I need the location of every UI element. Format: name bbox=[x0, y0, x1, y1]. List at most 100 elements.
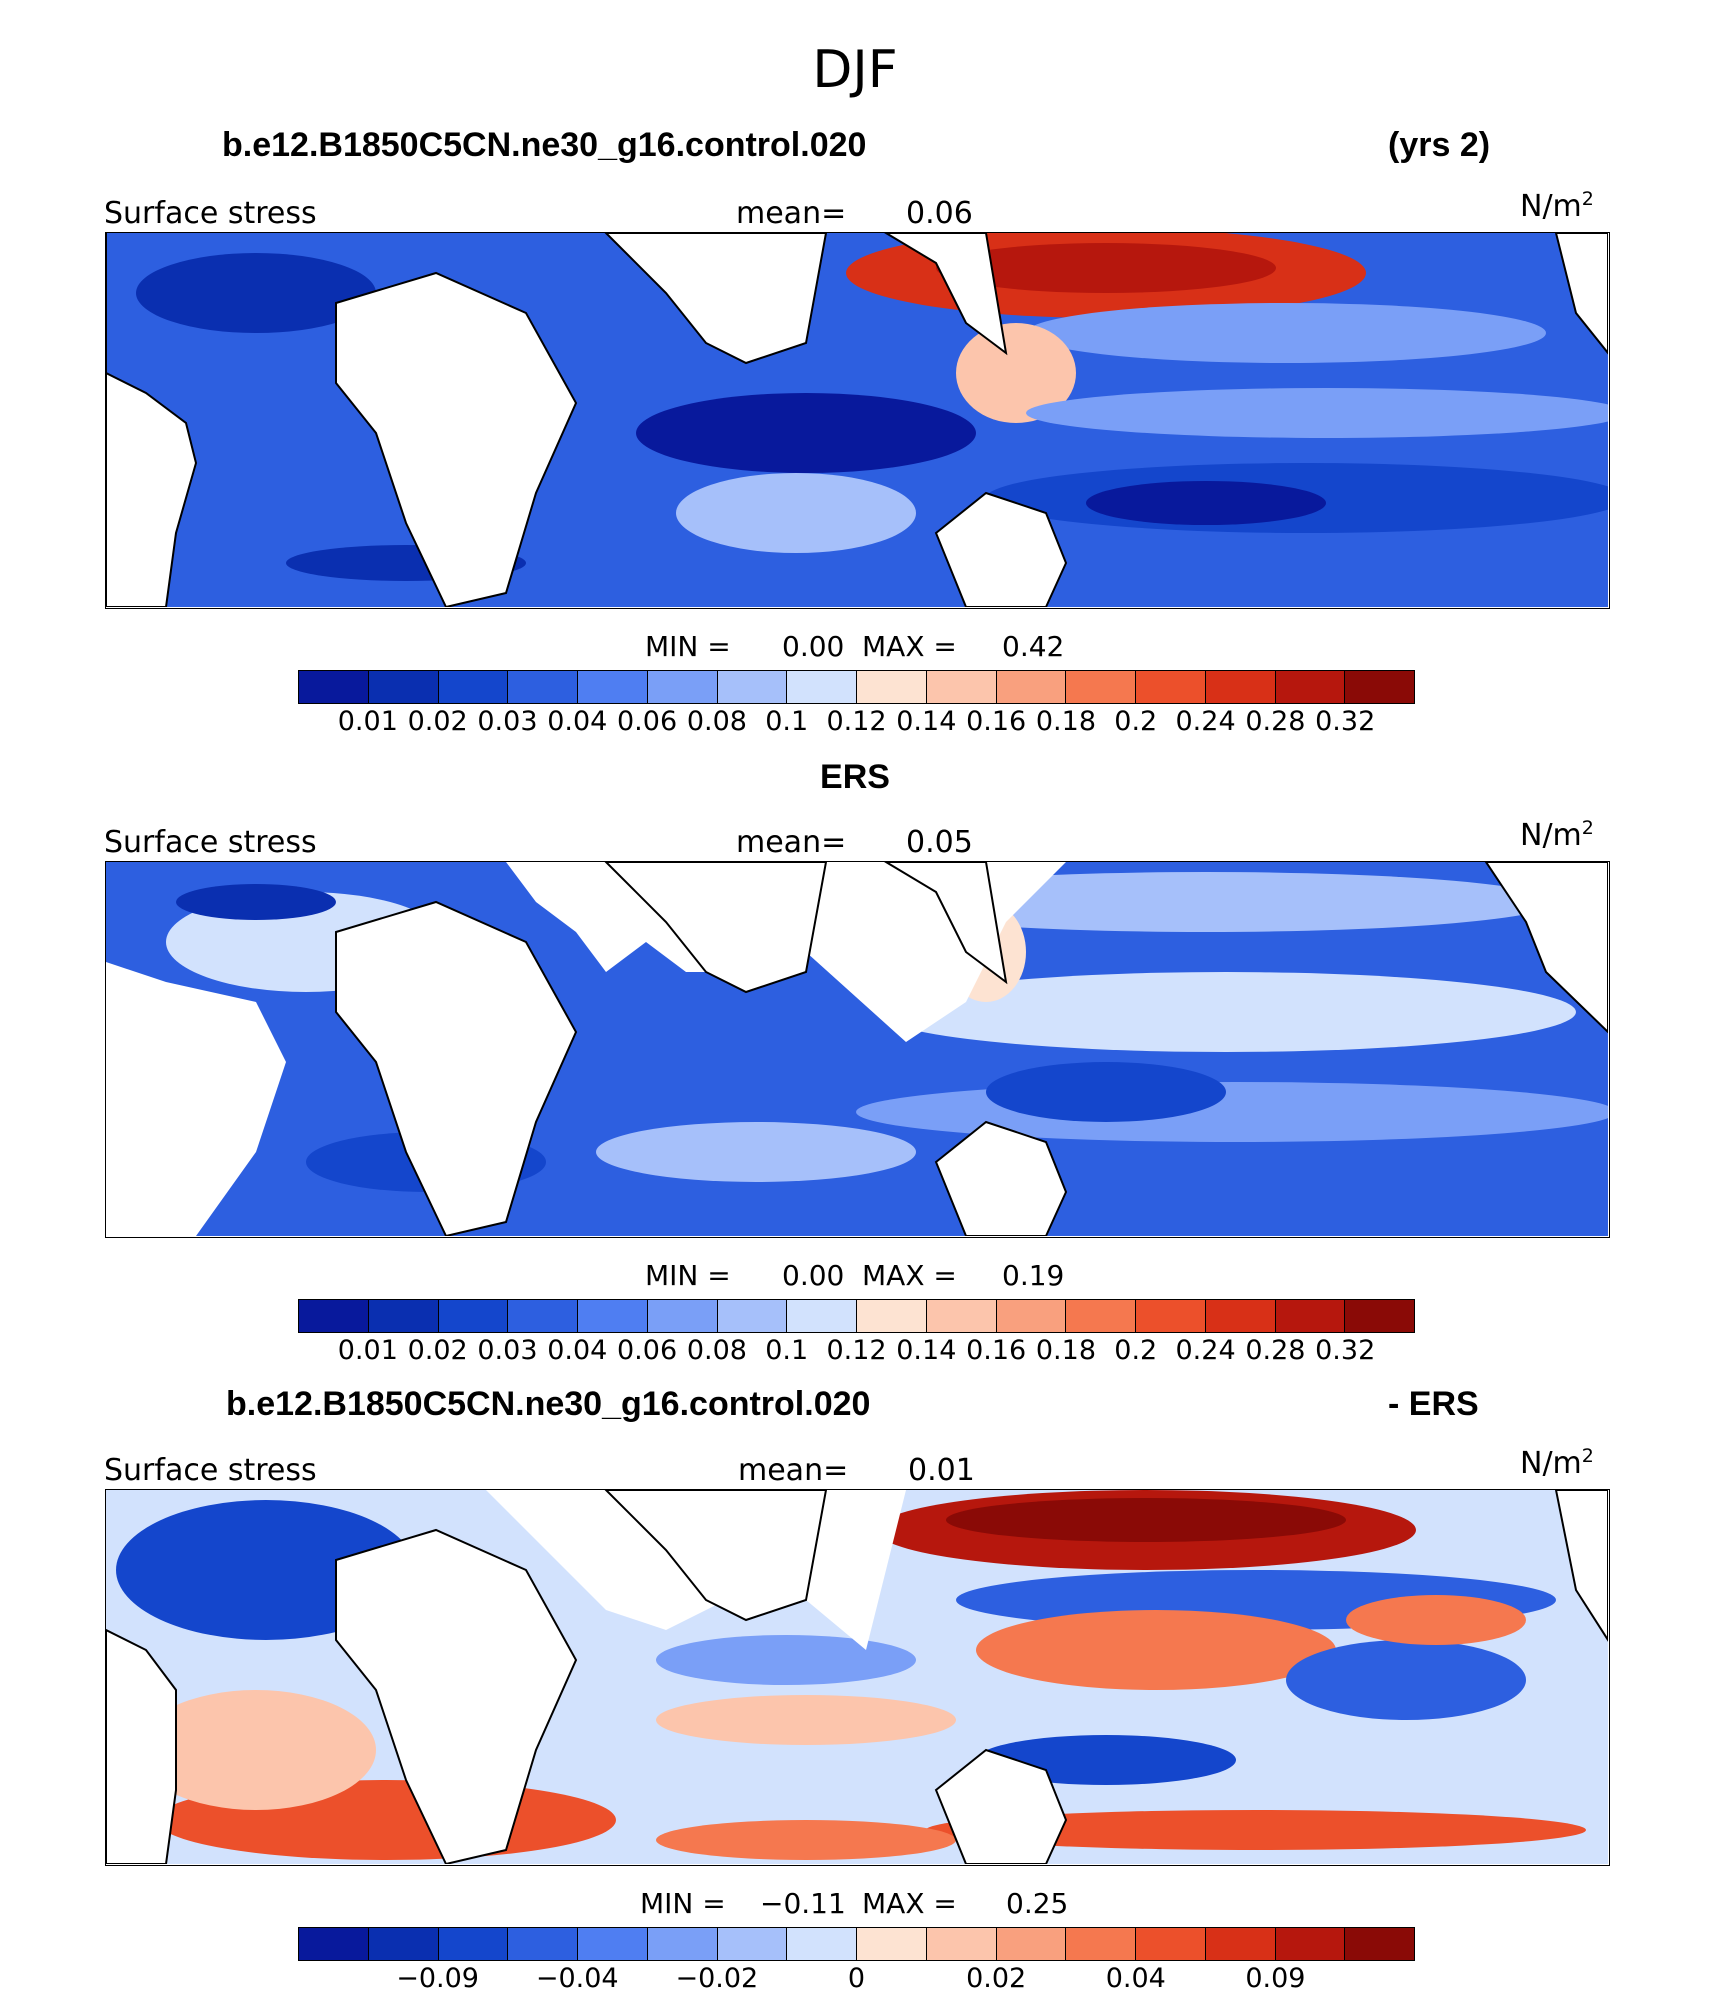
panel3-max-value: 0.25 bbox=[1006, 1887, 1069, 1920]
colorbar-swatch bbox=[1136, 1928, 1206, 1960]
colorbar-tick-label: −0.09 bbox=[396, 1963, 479, 1994]
colorbar-swatch bbox=[578, 1928, 648, 1960]
panel1-max-label: MAX = bbox=[862, 630, 957, 663]
colorbar-tick-label: 0.18 bbox=[1035, 706, 1096, 737]
colorbar-tick-label: 0.04 bbox=[547, 706, 608, 737]
colorbar-swatch bbox=[299, 1300, 369, 1332]
panel3-units: N/m2 bbox=[1520, 1445, 1594, 1481]
colorbar-swatch bbox=[787, 671, 857, 703]
colorbar-tick-label: 0.06 bbox=[617, 706, 678, 737]
panel3-min-value: −0.11 bbox=[760, 1887, 846, 1920]
colorbar-tick-label: 0.04 bbox=[1105, 1963, 1166, 1994]
colorbar-swatch bbox=[717, 1300, 788, 1332]
colorbar-swatch bbox=[1345, 1300, 1414, 1332]
colorbar-swatch bbox=[857, 671, 927, 703]
colorbar-tick-label: 0.01 bbox=[337, 706, 398, 737]
panel1-variable: Surface stress bbox=[104, 196, 317, 231]
colorbar-swatch bbox=[508, 1928, 578, 1960]
colorbar-swatch bbox=[926, 1928, 997, 1960]
colorbar-swatch bbox=[996, 1928, 1067, 1960]
colorbar-tick-label: 0 bbox=[847, 1963, 866, 1994]
colorbar-swatch bbox=[996, 1300, 1067, 1332]
colorbar-swatch bbox=[508, 671, 578, 703]
colorbar-swatch bbox=[857, 1928, 927, 1960]
colorbar-swatch bbox=[1345, 671, 1414, 703]
panel3-case-title: b.e12.B1850C5CN.ne30_g16.control.020 bbox=[226, 1385, 871, 1423]
colorbar-swatch bbox=[647, 1300, 718, 1332]
colorbar-swatch bbox=[438, 1928, 509, 1960]
colorbar-swatch bbox=[647, 1928, 718, 1960]
panel2-variable: Surface stress bbox=[104, 825, 317, 860]
panel1-min-label: MIN = bbox=[645, 630, 731, 663]
colorbar-tick-label: 0.16 bbox=[966, 706, 1027, 737]
colorbar-swatch bbox=[1205, 671, 1276, 703]
colorbar-tick-label: 0.28 bbox=[1245, 1335, 1306, 1366]
colorbar-swatch bbox=[1066, 671, 1136, 703]
colorbar-tick-label: 0.03 bbox=[477, 1335, 538, 1366]
colorbar-tick-label: 0.12 bbox=[826, 1335, 887, 1366]
panel2-mean-value: 0.05 bbox=[906, 825, 973, 860]
colorbar-swatch bbox=[368, 671, 439, 703]
panel3-min-label: MIN = bbox=[640, 1887, 726, 1920]
panel2-max-value: 0.19 bbox=[1002, 1259, 1065, 1292]
colorbar-swatch bbox=[438, 671, 509, 703]
colorbar-swatch bbox=[1275, 671, 1346, 703]
colorbar-swatch bbox=[1345, 1928, 1414, 1960]
colorbar-tick-label: 0.2 bbox=[1114, 706, 1158, 737]
colorbar-swatch bbox=[787, 1300, 857, 1332]
panel1-colorbar bbox=[298, 670, 1415, 704]
colorbar-swatch bbox=[299, 671, 369, 703]
colorbar-tick-label: 0.1 bbox=[765, 1335, 809, 1366]
colorbar-tick-label: 0.18 bbox=[1035, 1335, 1096, 1366]
colorbar-tick-label: 0.16 bbox=[966, 1335, 1027, 1366]
panel3-mean-value: 0.01 bbox=[908, 1453, 975, 1488]
colorbar-tick-label: 0.1 bbox=[765, 706, 809, 737]
colorbar-tick-label: 0.24 bbox=[1175, 706, 1236, 737]
panel1-min-value: 0.00 bbox=[782, 630, 845, 663]
panel1-mean-value: 0.06 bbox=[906, 196, 973, 231]
colorbar-tick-label: 0.03 bbox=[477, 706, 538, 737]
panel1-mean-label: mean= bbox=[736, 196, 847, 231]
colorbar-swatch bbox=[368, 1300, 439, 1332]
colorbar-swatch bbox=[578, 671, 648, 703]
colorbar-tick-label: −0.02 bbox=[675, 1963, 759, 1994]
colorbar-tick-label: 0.04 bbox=[547, 1335, 608, 1366]
colorbar-swatch bbox=[647, 671, 718, 703]
colorbar-tick-label: 0.12 bbox=[826, 706, 887, 737]
colorbar-swatch bbox=[1205, 1300, 1276, 1332]
panel2-colorbar bbox=[298, 1299, 1415, 1333]
colorbar-swatch bbox=[1275, 1300, 1346, 1332]
figure-title: DJF bbox=[812, 40, 898, 100]
colorbar-swatch bbox=[717, 671, 788, 703]
panel3-colorbar-labels: −0.09 −0.04 −0.02 0 0.02 0.04 0.09 bbox=[298, 1963, 1415, 1999]
colorbar-tick-label: 0.08 bbox=[686, 706, 747, 737]
panel3-colorbar bbox=[298, 1927, 1415, 1961]
colorbar-tick-label: 0.01 bbox=[337, 1335, 398, 1366]
colorbar-swatch bbox=[717, 1928, 788, 1960]
colorbar-swatch bbox=[1136, 1300, 1206, 1332]
panel2-colorbar-labels: 0.01 0.02 0.03 0.04 0.06 0.08 0.1 0.12 0.14 0.16 0… bbox=[298, 1335, 1415, 1371]
panel2-max-label: MAX = bbox=[862, 1259, 957, 1292]
colorbar-swatch bbox=[1066, 1928, 1136, 1960]
colorbar-swatch bbox=[299, 1928, 369, 1960]
panel1-case-title: b.e12.B1850C5CN.ne30_g16.control.020 bbox=[222, 126, 867, 164]
colorbar-swatch bbox=[578, 1300, 648, 1332]
panel1-years: (yrs 2) bbox=[1388, 126, 1491, 164]
colorbar-tick-label: 0.28 bbox=[1245, 706, 1306, 737]
panel3-max-label: MAX = bbox=[862, 1887, 957, 1920]
colorbar-tick-label: 0.09 bbox=[1245, 1963, 1306, 1994]
panel1-colorbar-labels: 0.01 0.02 0.03 0.04 0.06 0.08 0.1 0.12 0.14 0.16 0… bbox=[298, 706, 1415, 742]
panel3-right-title: - ERS bbox=[1388, 1385, 1479, 1423]
colorbar-swatch bbox=[1136, 671, 1206, 703]
colorbar-swatch bbox=[368, 1928, 439, 1960]
colorbar-swatch bbox=[508, 1300, 578, 1332]
colorbar-swatch bbox=[1275, 1928, 1346, 1960]
colorbar-swatch bbox=[857, 1300, 927, 1332]
colorbar-swatch bbox=[1205, 1928, 1276, 1960]
panel2-mean-label: mean= bbox=[736, 825, 847, 860]
colorbar-swatch bbox=[787, 1928, 857, 1960]
colorbar-swatch bbox=[926, 1300, 997, 1332]
colorbar-swatch bbox=[438, 1300, 509, 1332]
panel3-variable: Surface stress bbox=[104, 1453, 317, 1488]
colorbar-tick-label: 0.08 bbox=[686, 1335, 747, 1366]
